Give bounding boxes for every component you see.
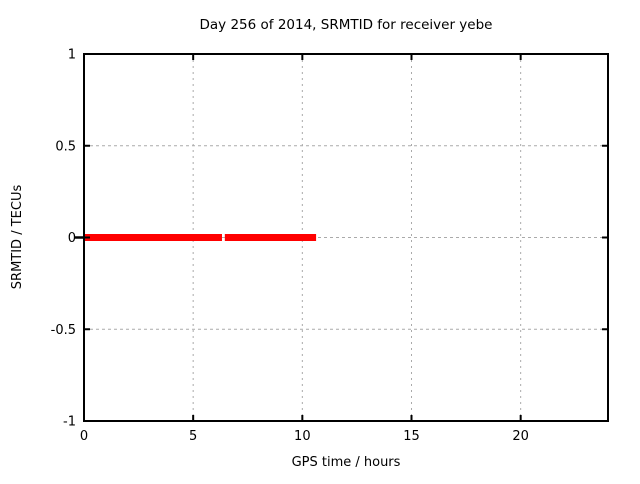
tick-labels: 0 5 10 15 20 1 0.5 0 -0.5 -1 — [51, 48, 529, 445]
y-tick-label: 0 — [68, 231, 76, 246]
x-axis-label: GPS time / hours — [292, 455, 401, 470]
y-tick-label: -0.5 — [51, 323, 76, 338]
x-tick-label: 5 — [189, 429, 197, 444]
chart-title: Day 256 of 2014, SRMTID for receiver yeb… — [200, 17, 493, 33]
gridlines — [84, 54, 608, 421]
x-tick-label: 15 — [403, 429, 420, 444]
axis-ticks — [74, 54, 608, 421]
y-tick-label: 0.5 — [55, 139, 76, 154]
y-tick-label: -1 — [63, 415, 76, 430]
x-tick-label: 0 — [80, 429, 88, 444]
y-tick-label: 1 — [68, 48, 76, 63]
x-tick-label: 20 — [512, 429, 529, 444]
y-axis-label: SRMTID / TECUs — [10, 185, 25, 290]
x-tick-label: 10 — [294, 429, 311, 444]
